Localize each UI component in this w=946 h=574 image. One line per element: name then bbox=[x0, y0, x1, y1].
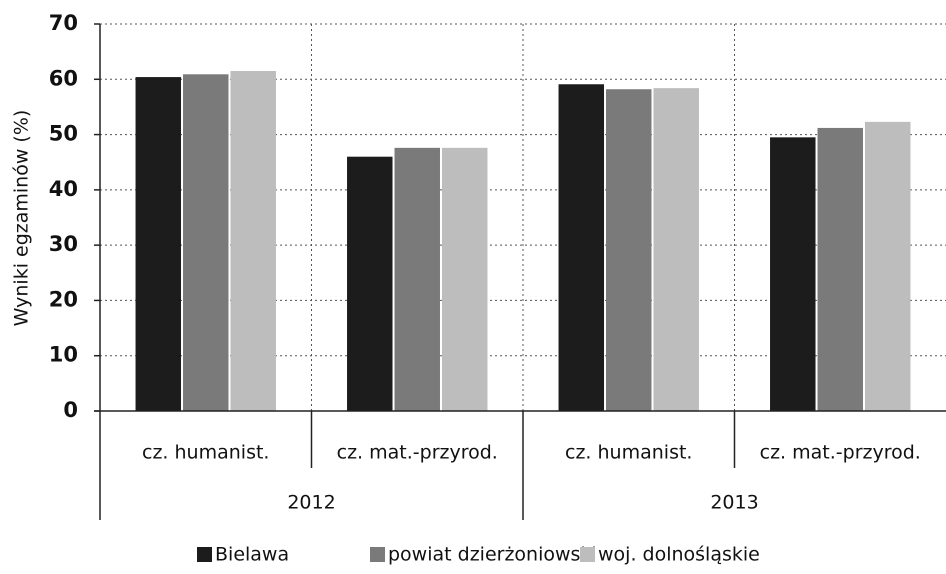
y-tick-label: 60 bbox=[49, 66, 78, 90]
y-tick-label: 20 bbox=[49, 287, 78, 311]
x-tick-label: cz. humanist. bbox=[142, 442, 269, 464]
y-tick-label: 40 bbox=[49, 177, 78, 201]
bar bbox=[135, 77, 182, 412]
bar bbox=[230, 70, 276, 411]
bar bbox=[653, 88, 699, 411]
bar bbox=[441, 147, 488, 411]
legend-swatch bbox=[370, 547, 385, 562]
bar bbox=[864, 121, 911, 411]
group-label: 2013 bbox=[710, 492, 758, 514]
y-tick-label: 50 bbox=[49, 122, 78, 146]
bar bbox=[770, 137, 816, 412]
legend-label: woj. dolnośląskie bbox=[598, 544, 760, 566]
group-label: 2012 bbox=[287, 492, 335, 514]
x-tick-label: cz. mat.-przyrod. bbox=[760, 442, 921, 464]
y-tick-label: 0 bbox=[63, 398, 78, 422]
legend-label: powiat dzierżoniowski bbox=[388, 544, 597, 566]
legend-swatch bbox=[197, 547, 212, 562]
bar bbox=[347, 156, 393, 411]
x-tick-label: cz. mat.-przyrod. bbox=[337, 442, 498, 464]
y-axis-label: Wyniki egzaminów (%) bbox=[11, 110, 33, 327]
x-tick-label: cz. humanist. bbox=[565, 442, 692, 464]
y-tick-label: 70 bbox=[49, 11, 78, 35]
bar bbox=[394, 147, 440, 411]
bar bbox=[183, 74, 229, 411]
bar bbox=[817, 127, 863, 412]
legend-label: Bielawa bbox=[215, 544, 289, 566]
y-tick-label: 10 bbox=[49, 343, 78, 367]
bar bbox=[558, 84, 605, 412]
bar bbox=[606, 89, 652, 411]
legend-swatch bbox=[580, 547, 595, 562]
y-tick-label: 30 bbox=[49, 232, 78, 256]
